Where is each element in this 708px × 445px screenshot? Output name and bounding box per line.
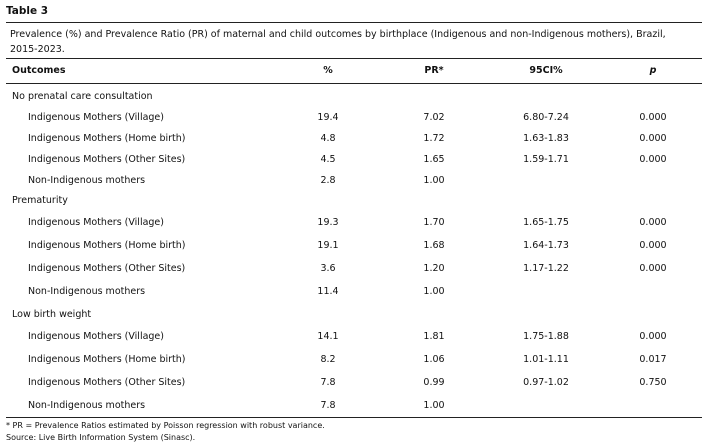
group-header-row: No prenatal care consultation (6, 86, 702, 108)
ci-cell: 1.63-1.83 (523, 133, 569, 144)
divider (6, 417, 702, 418)
outcome-label: Indigenous Mothers (Home birth) (28, 240, 186, 251)
pr-cell: 1.68 (423, 240, 445, 251)
group-header-row: Low birth weight (6, 304, 702, 326)
table-label: Table 3 (6, 5, 49, 17)
group-title: Low birth weight (12, 309, 92, 320)
p-cell: 0.750 (639, 377, 667, 388)
percent-cell: 19.4 (317, 112, 339, 123)
ci-cell: 1.64-1.73 (523, 240, 569, 251)
outcome-label: Indigenous Mothers (Other Sites) (28, 154, 186, 165)
header-pr: PR* (424, 65, 444, 76)
p-cell: 0.000 (639, 154, 667, 165)
pr-cell: 0.99 (423, 377, 445, 388)
table-row: Indigenous Mothers (Home birth) 19.1 1.68 1… (6, 235, 702, 257)
outcome-label: Indigenous Mothers (Home birth) (28, 354, 186, 365)
percent-cell: 19.1 (317, 240, 339, 251)
percent-cell: 7.8 (320, 377, 336, 388)
table-caption: Prevalence (%) and Prevalence Ratio (PR)… (10, 29, 666, 55)
ci-cell: 1.65-1.75 (523, 217, 569, 228)
percent-cell: 4.8 (320, 133, 336, 144)
footnote-source: Source: Live Birth Information System (S… (6, 433, 196, 442)
divider (6, 83, 702, 84)
header-outcomes: Outcomes (12, 65, 66, 76)
pr-cell: 1.00 (423, 175, 445, 186)
ci-cell: 1.75-1.88 (523, 331, 569, 342)
table-row: Indigenous Mothers (Other Sites) 7.8 0.99 0… (6, 372, 702, 394)
outcome-label: Indigenous Mothers (Village) (28, 112, 164, 123)
group-title: No prenatal care consultation (12, 91, 153, 102)
table-row: Non-Indigenous mothers 11.4 1.00 (6, 281, 702, 303)
percent-cell: 19.3 (317, 217, 339, 228)
table-row: Non-Indigenous mothers 2.8 1.00 (6, 170, 702, 192)
outcome-label: Non-Indigenous mothers (28, 286, 146, 297)
p-cell: 0.000 (639, 133, 667, 144)
table-row: Indigenous Mothers (Home birth) 4.8 1.72 1.… (6, 128, 702, 150)
header-p: p (649, 65, 657, 76)
p-cell: 0.000 (639, 240, 667, 251)
ci-cell: 1.17-1.22 (523, 263, 569, 274)
table-row: Indigenous Mothers (Other Sites) 4.5 1.65 1… (6, 149, 702, 171)
p-cell: 0.017 (639, 354, 667, 365)
pr-cell: 1.65 (423, 154, 445, 165)
percent-cell: 4.5 (320, 154, 336, 165)
header-ci: 95CI% (529, 65, 563, 76)
outcome-label: Non-Indigenous mothers (28, 175, 146, 186)
group-title: Prematurity (12, 195, 68, 206)
pr-cell: 1.72 (423, 133, 445, 144)
pr-cell: 1.81 (423, 331, 445, 342)
pr-cell: 1.20 (423, 263, 445, 274)
p-cell: 0.000 (639, 331, 667, 342)
header-percent: % (323, 65, 333, 76)
divider (6, 58, 702, 59)
outcome-label: Indigenous Mothers (Home birth) (28, 133, 186, 144)
percent-cell: 11.4 (317, 286, 339, 297)
table-row: Indigenous Mothers (Home birth) 8.2 1.06 1.… (6, 349, 702, 371)
pr-cell: 1.06 (423, 354, 445, 365)
percent-cell: 14.1 (317, 331, 339, 342)
outcome-label: Non-Indigenous mothers (28, 400, 146, 411)
outcome-label: Indigenous Mothers (Village) (28, 331, 164, 342)
table-row: Indigenous Mothers (Other Sites) 3.6 1.20 1… (6, 258, 702, 280)
pr-cell: 1.70 (423, 217, 445, 228)
ci-cell: 1.01-1.11 (523, 354, 569, 365)
table-row: Indigenous Mothers (Village) 14.1 1.81 1.75… (6, 326, 702, 348)
divider (6, 22, 702, 23)
ci-cell: 1.59-1.71 (523, 154, 569, 165)
outcome-label: Indigenous Mothers (Other Sites) (28, 377, 186, 388)
percent-cell: 8.2 (320, 354, 336, 365)
p-cell: 0.000 (639, 263, 667, 274)
ci-cell: 6.80-7.24 (523, 112, 569, 123)
header-row: Outcomes % PR* 95CI% p (6, 60, 702, 82)
percent-cell: 3.6 (320, 263, 336, 274)
table-row: Indigenous Mothers (Village) 19.3 1.70 1.65… (6, 212, 702, 234)
pr-cell: 1.00 (423, 286, 445, 297)
ci-cell: 0.97-1.02 (523, 377, 569, 388)
group-header-row: Prematurity (6, 190, 702, 212)
p-cell: 0.000 (639, 112, 667, 123)
p-cell: 0.000 (639, 217, 667, 228)
table-row: Non-Indigenous mothers 7.8 1.00 (6, 395, 702, 417)
outcome-label: Indigenous Mothers (Village) (28, 217, 164, 228)
percent-cell: 7.8 (320, 400, 336, 411)
outcome-label: Indigenous Mothers (Other Sites) (28, 263, 186, 274)
pr-cell: 7.02 (423, 112, 445, 123)
footnote-pr: * PR = Prevalence Ratios estimated by Po… (6, 421, 325, 430)
pr-cell: 1.00 (423, 400, 445, 411)
table-row: Indigenous Mothers (Village) 19.4 7.02 6.80… (6, 107, 702, 129)
percent-cell: 2.8 (320, 175, 336, 186)
